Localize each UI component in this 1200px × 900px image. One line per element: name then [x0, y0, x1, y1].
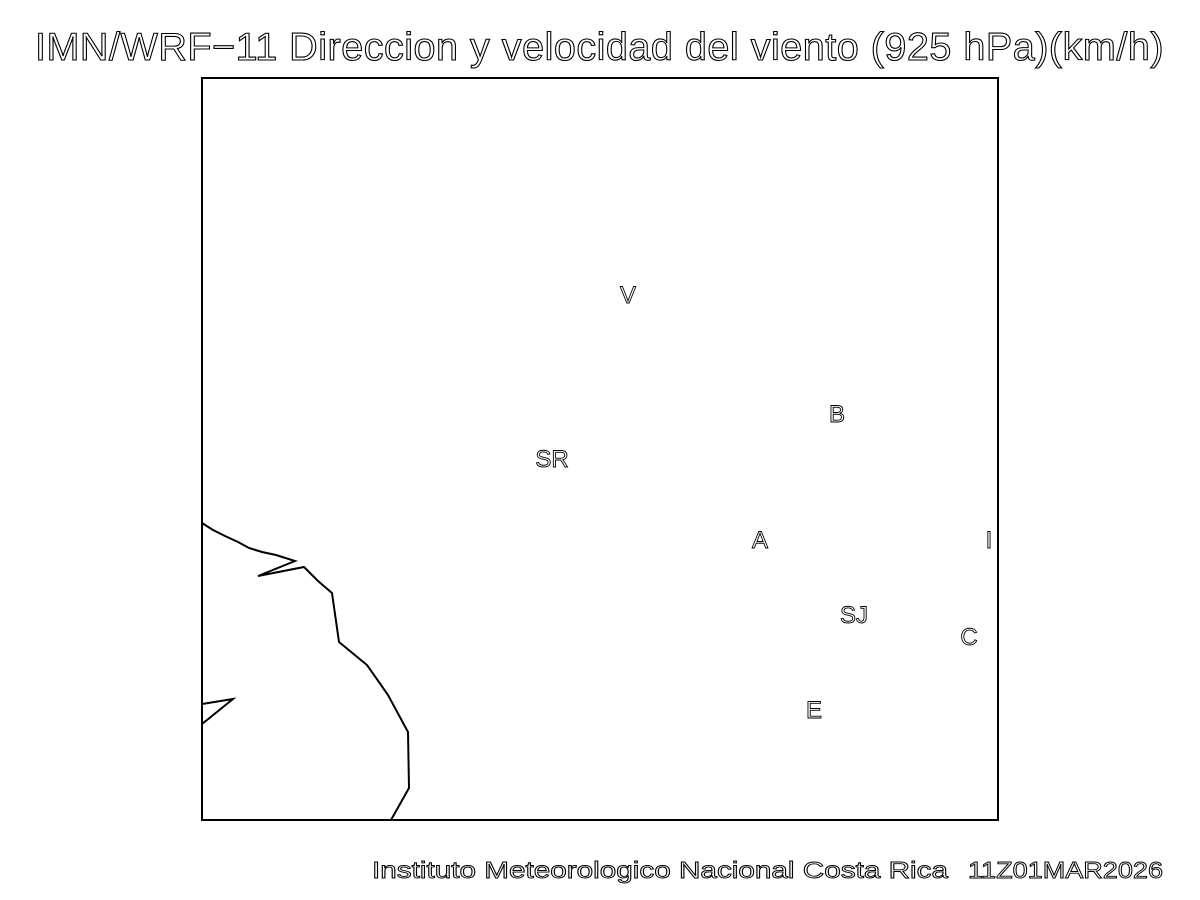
station-label-B: B — [829, 401, 845, 428]
station-label-C: C — [960, 624, 977, 651]
plot-title: IMN/WRF−11 Direccion y velocidad del vie… — [35, 26, 1164, 69]
coastline-peninsula — [201, 697, 237, 725]
footer-institution: Instituto Meteorologico Nacional Costa R… — [372, 857, 948, 883]
map-frame — [201, 77, 999, 821]
station-label-A: A — [752, 527, 768, 554]
station-label-E: E — [806, 697, 822, 724]
footer-timestamp: 11Z01MAR2026 — [968, 857, 1163, 883]
station-label-I: I — [986, 527, 993, 554]
station-label-SJ: SJ — [840, 602, 868, 629]
station-label-V: V — [620, 282, 636, 309]
station-label-SR: SR — [535, 446, 568, 473]
station-labels-group: V B SR A I SJ C E — [535, 282, 993, 725]
coastline-main — [201, 522, 411, 821]
